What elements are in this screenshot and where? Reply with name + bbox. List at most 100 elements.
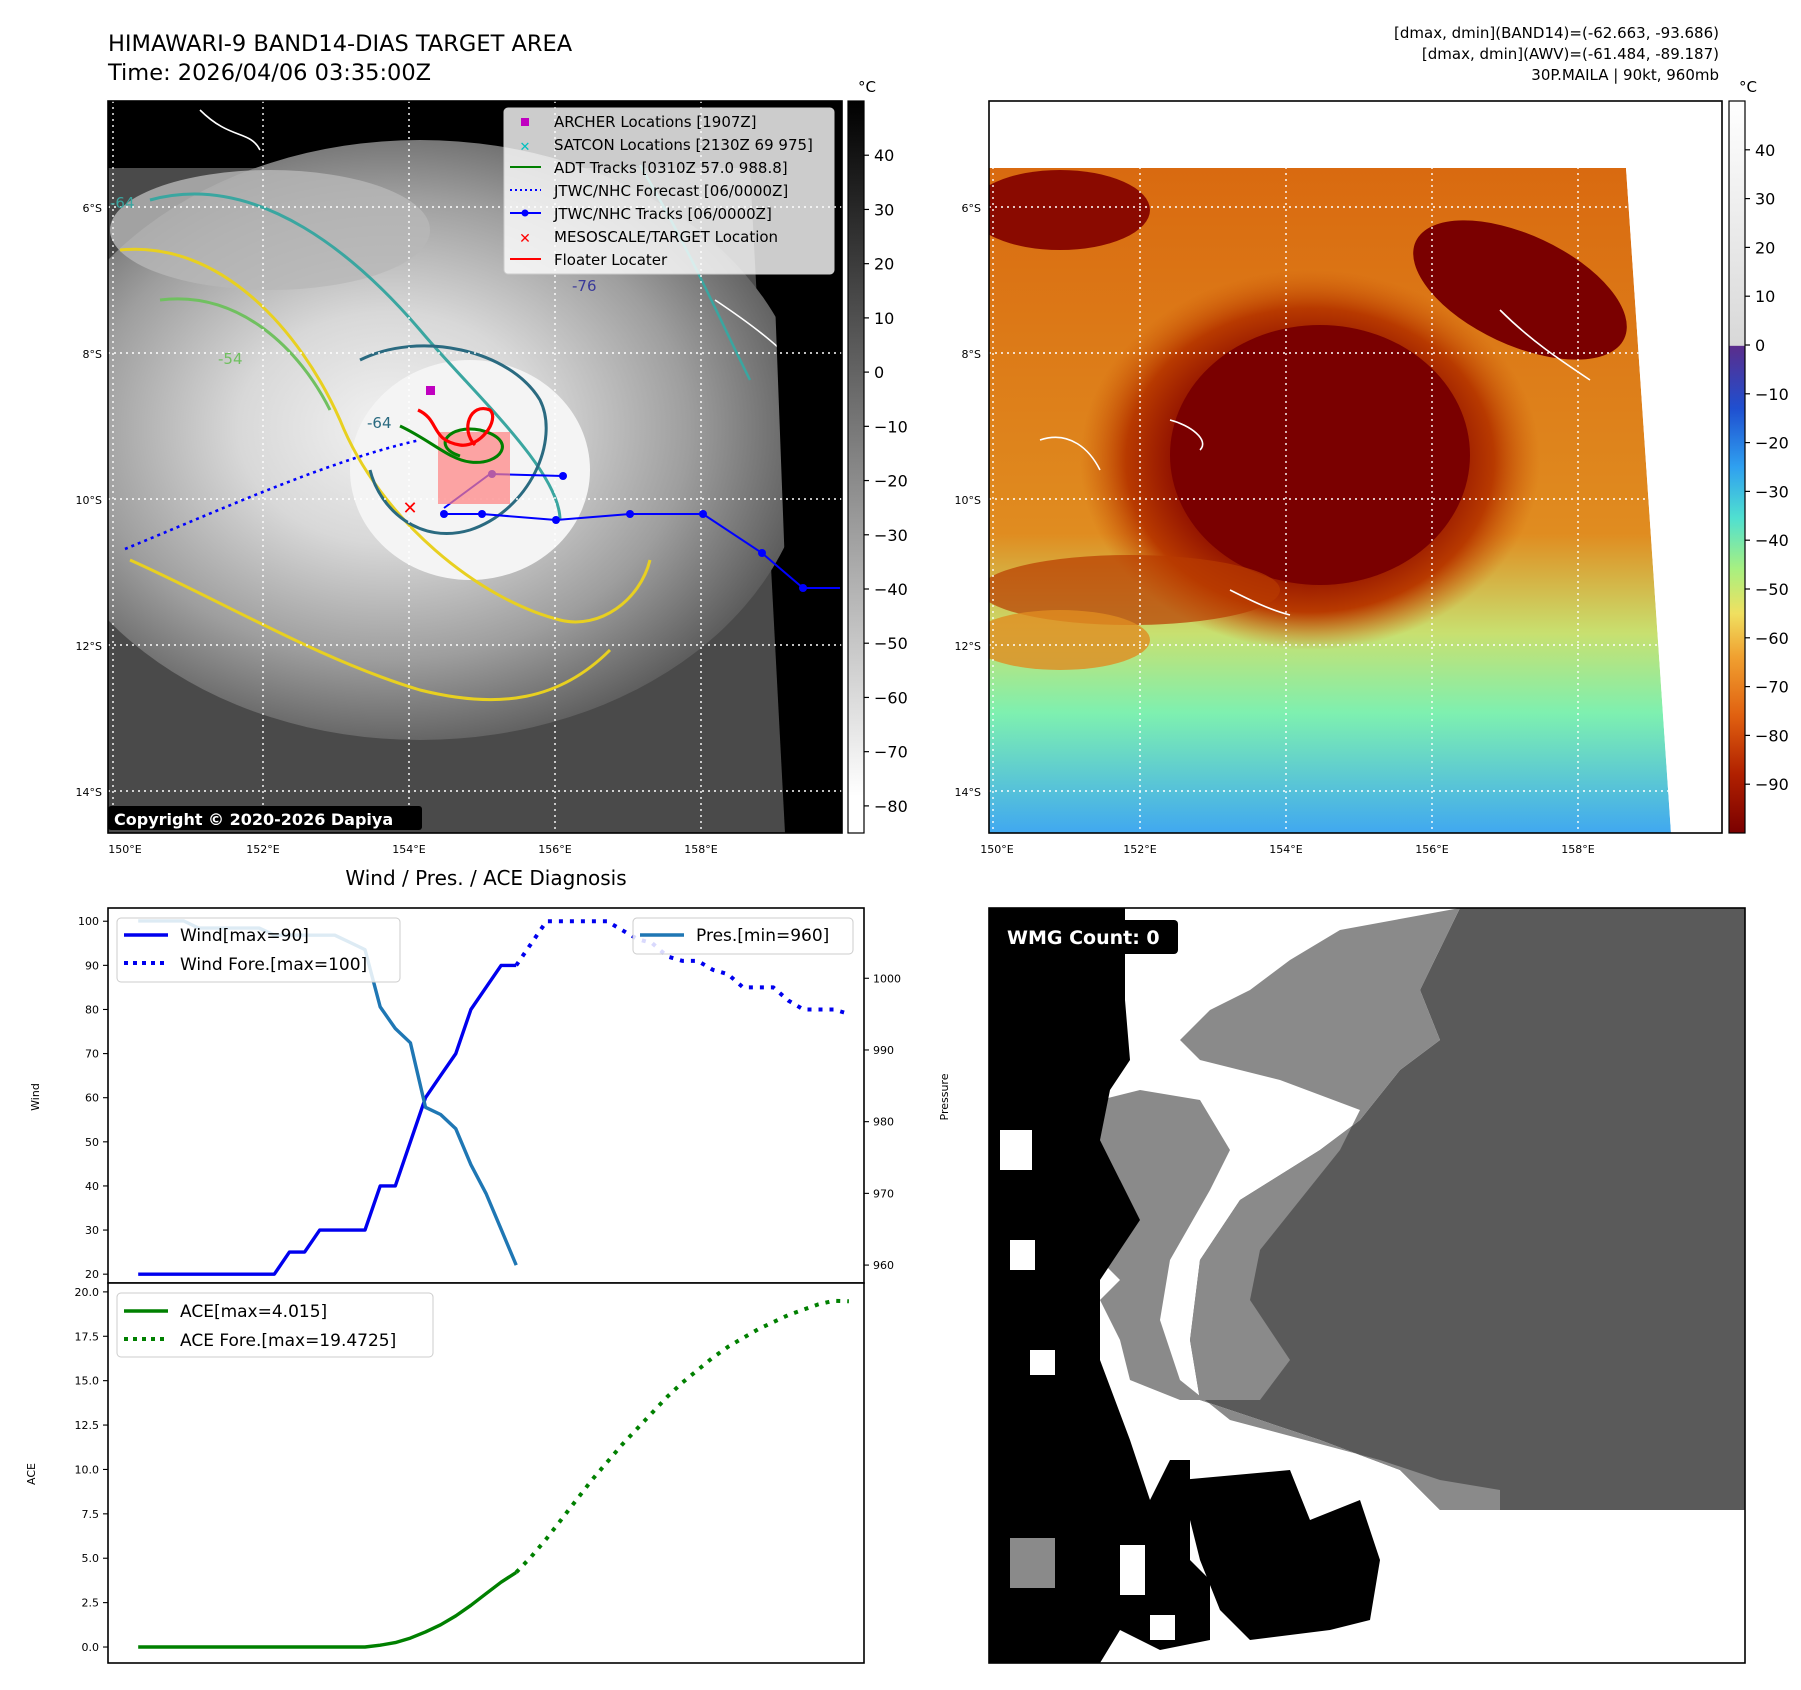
copyright-box bbox=[108, 806, 422, 830]
y-tick-label: 990 bbox=[873, 1044, 894, 1057]
y-tick-label: 10.0 bbox=[75, 1463, 100, 1476]
y-tick-label: 60 bbox=[85, 1092, 99, 1105]
y-tick-label: 960 bbox=[873, 1259, 894, 1272]
contour-label: -64 bbox=[367, 414, 392, 432]
colorbar-tick-label: −30 bbox=[1755, 482, 1789, 501]
wmg-count-box bbox=[995, 920, 1178, 954]
ir-lon-ticks: 150°E 152°E 154°E 156°E 158°E bbox=[108, 843, 717, 856]
legend-entry-jtwc-forecast: JTWC/NHC Forecast [06/0000Z] bbox=[510, 182, 788, 200]
lon-tick: 156°E bbox=[1415, 843, 1448, 856]
y-tick-label: 12.5 bbox=[75, 1419, 100, 1432]
y-tick-label: 30 bbox=[85, 1224, 99, 1237]
awv-gridlines bbox=[989, 101, 1722, 833]
diagnosis-title: Wind / Pres. / ACE Diagnosis bbox=[345, 866, 626, 890]
wmg-gray-region bbox=[1080, 908, 1500, 1510]
lon-tick: 150°E bbox=[980, 843, 1013, 856]
lon-tick: 152°E bbox=[1123, 843, 1156, 856]
colorbar-tick-label: −10 bbox=[1755, 385, 1789, 404]
legend-entry-archer: ARCHER Locations [1907Z] bbox=[521, 113, 757, 131]
wmg-count-label: WMG Count: 0 bbox=[1007, 927, 1160, 949]
colorbar-tick-label: 0 bbox=[874, 363, 884, 382]
target-marker: ✕ bbox=[402, 498, 417, 519]
storm-info: 30P.MAILA | 90kt, 960mb bbox=[1531, 66, 1719, 84]
y-tick-label: 17.5 bbox=[75, 1330, 100, 1343]
colorbar-tick-label: −80 bbox=[874, 797, 908, 816]
y-tick-label: 40 bbox=[85, 1180, 99, 1193]
lat-tick: 8°S bbox=[962, 348, 981, 361]
lon-tick: 158°E bbox=[1561, 843, 1594, 856]
colorbar-tick-label: 30 bbox=[874, 200, 894, 219]
svg-text:JTWC/NHC Tracks [06/0000Z]: JTWC/NHC Tracks [06/0000Z] bbox=[553, 205, 772, 223]
ir-lat-ticks: 6°S 8°S 10°S 12°S 14°S bbox=[76, 202, 102, 799]
y-tick-label: 70 bbox=[85, 1048, 99, 1061]
ir-colorbar: °C 40 30 20 10 0 −10 −20 −30 −40 −50 −60 −70 −80 bbox=[847, 78, 908, 834]
colorbar-tick-label: −60 bbox=[1755, 629, 1789, 648]
colorbar-tick-label: −50 bbox=[874, 634, 908, 653]
wmg-frame bbox=[988, 907, 1746, 1664]
ace-legend: ACE[max=4.015] ACE Fore.[max=19.4725] bbox=[116, 1292, 434, 1358]
svg-text:SATCON Locations [2130Z 69 975: SATCON Locations [2130Z 69 975] bbox=[554, 136, 813, 154]
contour-label: -54 bbox=[218, 350, 243, 368]
svg-text:ARCHER Locations [1907Z]: ARCHER Locations [1907Z] bbox=[554, 113, 757, 131]
ace-chart: 0.0 2.5 5.0 7.5 10.0 12.5 15.0 17.5 20.0 ACE ACE… bbox=[25, 1282, 865, 1664]
y-tick-label: 90 bbox=[85, 959, 99, 972]
lat-tick: 6°S bbox=[962, 202, 981, 215]
wmg-panel: WMG Count: 0 bbox=[988, 907, 1746, 1664]
y-tick-label: 1000 bbox=[873, 972, 901, 985]
archer-marker bbox=[426, 386, 435, 395]
colorbar-tick-label: −70 bbox=[1755, 678, 1789, 697]
svg-text:Floater Locater: Floater Locater bbox=[554, 251, 668, 269]
figure-title: HIMAWARI-9 BAND14-DIAS TARGET AREA bbox=[108, 31, 573, 57]
lon-tick: 156°E bbox=[538, 843, 571, 856]
y-tick-label: 20.0 bbox=[75, 1286, 100, 1299]
colorbar-tick-label: −90 bbox=[1755, 775, 1789, 794]
colorbar-tick-label: −10 bbox=[874, 417, 908, 436]
colorbar-tick-label: 20 bbox=[1755, 238, 1775, 257]
colorbar-tick-label: 30 bbox=[1755, 190, 1775, 209]
awv-imagery bbox=[989, 101, 1722, 833]
jtwc-forecast-track bbox=[124, 438, 421, 551]
awv-lat-ticks: 6°S 8°S 10°S 12°S 14°S bbox=[955, 202, 981, 799]
svg-text:✕: ✕ bbox=[519, 231, 531, 247]
colorbar-tick-label: −60 bbox=[874, 688, 908, 707]
svg-text:✕: ✕ bbox=[520, 140, 531, 155]
y-tick-label: 100 bbox=[78, 915, 99, 928]
wind-pressure-chart: 20 30 40 50 60 70 80 90 100 960 970 980 990 1000 Wind… bbox=[29, 907, 951, 1284]
colorbar-tick-label: −40 bbox=[874, 580, 908, 599]
jtwc-best-track bbox=[444, 513, 840, 589]
y-tick-label: 50 bbox=[85, 1136, 99, 1149]
lon-tick: 158°E bbox=[684, 843, 717, 856]
y-tick-label: 80 bbox=[85, 1003, 99, 1016]
ir-colorbar-ticks: 40 30 20 10 0 −10 −20 −30 −40 −50 −60 −70 −80 bbox=[864, 146, 908, 816]
colorbar-tick-label: −20 bbox=[874, 472, 908, 491]
y-tick-label: 970 bbox=[873, 1187, 894, 1200]
awv-map-frame bbox=[988, 100, 1723, 834]
legend-ace: ACE[max=4.015] bbox=[180, 1302, 327, 1322]
legend-wind-forecast: Wind Fore.[max=100] bbox=[180, 955, 367, 975]
lat-tick: 14°S bbox=[76, 786, 102, 799]
track-overlays: ✕ bbox=[124, 386, 840, 592]
lat-tick: 14°S bbox=[955, 786, 981, 799]
contour-label: -64 bbox=[110, 194, 135, 212]
adt-track bbox=[399, 424, 504, 464]
ir-colorbar-unit: °C bbox=[858, 78, 876, 96]
awv-colorbar-unit: °C bbox=[1739, 78, 1757, 96]
pressure-axis-label: Pressure bbox=[938, 1073, 951, 1120]
series-line-1 bbox=[514, 919, 850, 1016]
colorbar-tick-label: −40 bbox=[1755, 531, 1789, 550]
figure-time: Time: 2026/04/06 03:35:00Z bbox=[107, 60, 431, 86]
series-line-0 bbox=[138, 1570, 518, 1649]
colorbar-tick-label: 0 bbox=[1755, 336, 1765, 355]
y-tick-label: 2.5 bbox=[82, 1597, 100, 1610]
ace-axis-label: ACE bbox=[25, 1463, 38, 1485]
colorbar-tick-label: 40 bbox=[874, 146, 894, 165]
lat-tick: 8°S bbox=[83, 348, 102, 361]
colorbar-tick-label: 40 bbox=[1755, 141, 1775, 160]
y-tick-label: 980 bbox=[873, 1116, 894, 1129]
copyright-text: Copyright © 2020-2026 Dapiya bbox=[114, 810, 393, 829]
awv-range: [dmax, dmin](AWV)=(-61.484, -89.187) bbox=[1422, 45, 1719, 63]
colorbar-tick-label: −50 bbox=[1755, 580, 1789, 599]
colorbar-tick-label: −70 bbox=[874, 743, 908, 762]
awv-map-panel: 6°S 8°S 10°S 12°S 14°S 150°E 152°E 154°E… bbox=[955, 100, 1723, 856]
legend-wind: Wind[max=90] bbox=[180, 926, 309, 946]
